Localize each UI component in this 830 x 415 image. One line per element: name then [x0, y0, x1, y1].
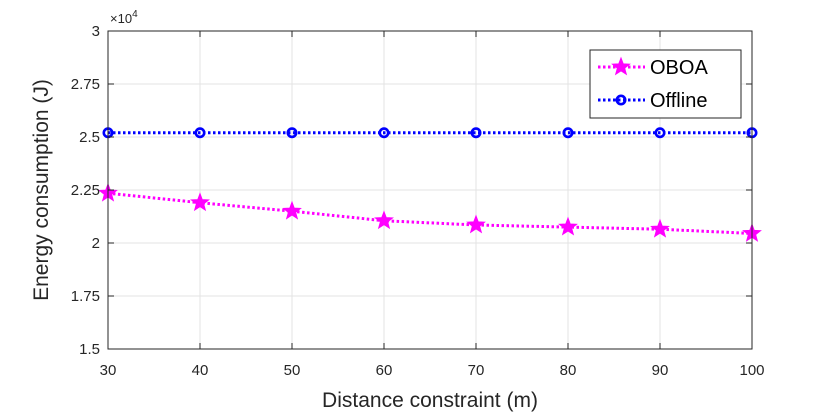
x-tick-label: 30 — [100, 362, 117, 379]
legend-item-offline: Offline — [598, 90, 707, 112]
data-point-circle-icon — [654, 127, 666, 139]
legend: OBOA Offline — [589, 49, 742, 119]
y-exponent-base: ×10 — [110, 11, 132, 26]
x-tick-label: 100 — [739, 362, 764, 379]
legend-marker-star-icon — [611, 56, 631, 76]
x-tick-label: 40 — [192, 362, 209, 379]
y-tick-label: 2.5 — [79, 129, 100, 146]
data-point-star-icon — [282, 200, 302, 220]
data-point-circle-icon — [194, 127, 206, 139]
legend-marker-circle-icon — [615, 94, 627, 106]
y-exponent-power: 4 — [132, 9, 138, 20]
y-tick-label: 2 — [92, 235, 100, 252]
y-tick-label: 3 — [92, 23, 100, 40]
legend-label: Offline — [650, 90, 707, 112]
x-tick-label: 90 — [652, 362, 669, 379]
y-tick-label: 1.5 — [79, 341, 100, 358]
x-tick-label: 70 — [468, 362, 485, 379]
x-tick-label: 60 — [376, 362, 393, 379]
y-exponent-label: ×104 — [110, 9, 138, 26]
legend-item-oboa: OBOA — [598, 56, 708, 79]
x-tick-label: 50 — [284, 362, 301, 379]
data-point-star-icon — [374, 210, 394, 230]
data-point-star-icon — [466, 214, 486, 234]
y-axis-label: Energy consumption (J) — [30, 79, 53, 301]
data-point-circle-icon — [470, 127, 482, 139]
data-point-circle-icon — [378, 127, 390, 139]
x-axis-label: Distance constraint (m) — [322, 389, 538, 412]
ticks: 30 40 50 60 70 80 90 100 1.5 1.75 2 2.25 2.5 2.75 3 — [71, 23, 765, 379]
legend-label: OBOA — [650, 57, 708, 79]
y-tick-label: 1.75 — [71, 288, 100, 305]
legend-box — [589, 49, 742, 119]
y-tick-label: 2.75 — [71, 76, 100, 93]
data-point-circle-icon — [286, 127, 298, 139]
data-point-circle-icon — [562, 127, 574, 139]
data-point-star-icon — [190, 192, 210, 212]
x-tick-label: 80 — [560, 362, 577, 379]
y-tick-label: 2.25 — [71, 182, 100, 199]
data-point-star-icon — [650, 218, 670, 238]
data-point-star-icon — [558, 216, 578, 236]
